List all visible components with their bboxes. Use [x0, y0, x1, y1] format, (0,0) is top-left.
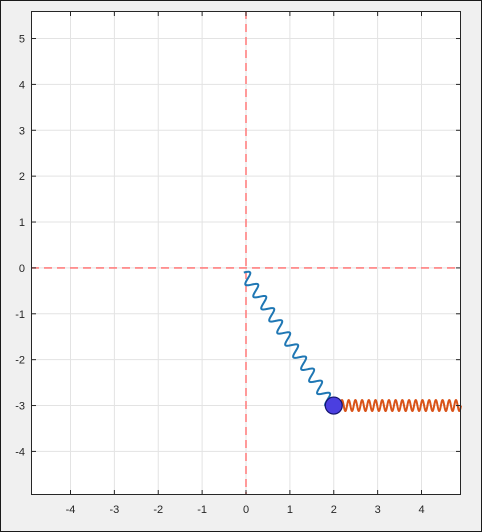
y-tick-label: 3	[19, 125, 25, 137]
mass-markers	[324, 396, 343, 415]
x-tick-label: -2	[153, 504, 163, 516]
y-tick-label: -3	[15, 401, 25, 413]
spring-line-1	[243, 270, 332, 408]
y-axis-ticks: -4 -3 -2 -1 0 1 2 3 4 5	[15, 34, 461, 458]
reference-lines	[31, 11, 461, 495]
x-tick-label: -1	[197, 504, 207, 516]
y-tick-label: 4	[19, 79, 25, 91]
spring-series	[243, 270, 462, 413]
y-tick-label: 2	[19, 171, 25, 183]
y-tick-label: -1	[15, 309, 25, 321]
y-tick-label: -4	[15, 446, 25, 458]
x-axis-ticks: -4 -3 -2 -1 0 1 2 3 4	[66, 11, 425, 516]
y-tick-label: 0	[19, 263, 25, 275]
x-tick-label: -4	[66, 504, 76, 516]
mass-marker	[324, 396, 343, 415]
x-tick-label: 4	[418, 504, 424, 516]
x-tick-label: 0	[243, 504, 249, 516]
spring-line-2	[339, 399, 462, 413]
y-tick-label: 5	[19, 34, 25, 46]
x-tick-label: 3	[375, 504, 381, 516]
x-tick-label: -3	[109, 504, 119, 516]
x-tick-label: 1	[287, 504, 293, 516]
y-tick-label: -2	[15, 355, 25, 367]
y-tick-label: 1	[19, 217, 25, 229]
x-tick-label: 2	[331, 504, 337, 516]
